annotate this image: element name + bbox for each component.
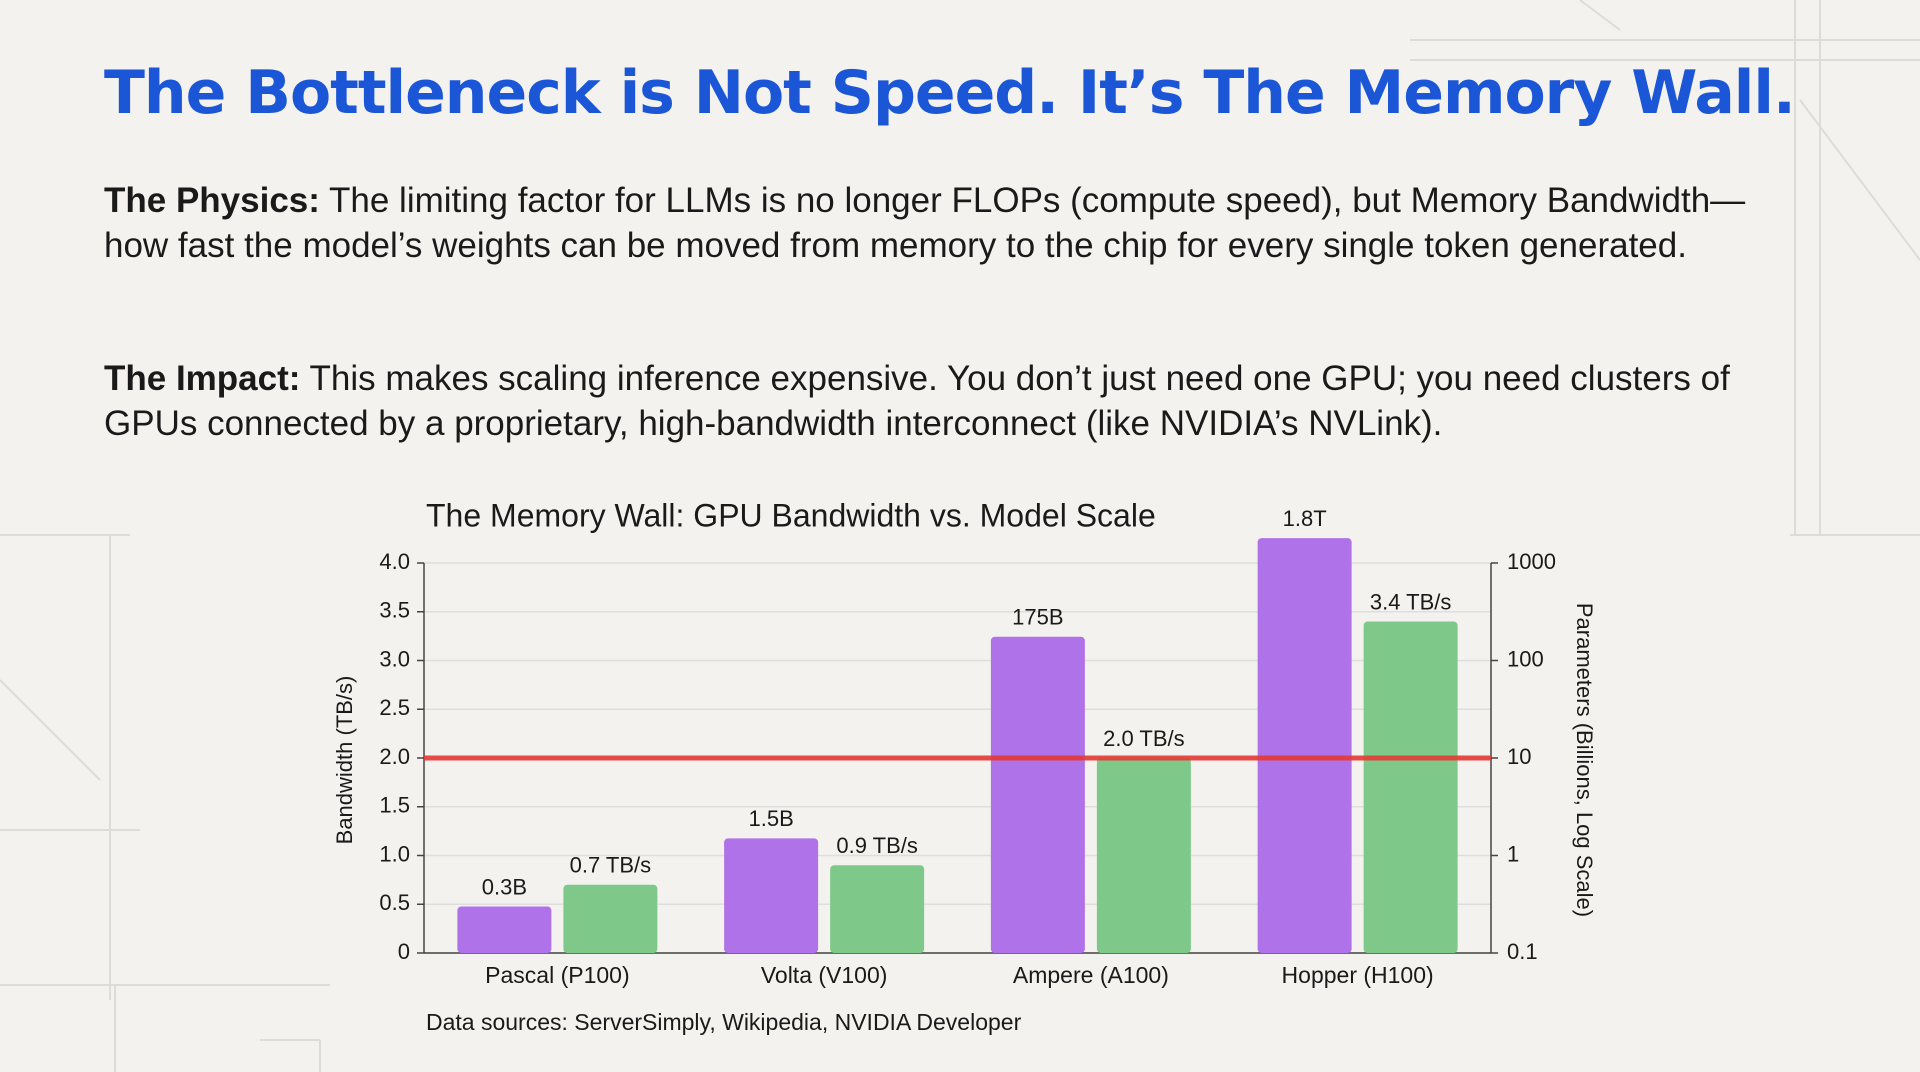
paragraph-lead: The Physics: bbox=[104, 181, 320, 220]
source-note: Data sources: ServerSimply, Wikipedia, N… bbox=[426, 1009, 1022, 1035]
chart-title: The Memory Wall: GPU Bandwidth vs. Model… bbox=[426, 497, 1156, 533]
value-label: 2.0 TB/s bbox=[1103, 726, 1185, 751]
y2-tick-label: 0.1 bbox=[1507, 939, 1538, 964]
x-tick-label: Hopper (H100) bbox=[1282, 962, 1434, 988]
x-tick-label: Volta (V100) bbox=[761, 962, 888, 988]
bar bbox=[563, 884, 658, 953]
paragraph-text: This makes scaling inference expensive. … bbox=[104, 359, 1730, 443]
bar bbox=[1257, 538, 1352, 953]
y-tick-label: 4.0 bbox=[379, 549, 410, 574]
y-tick-label: 1.5 bbox=[379, 793, 410, 818]
y-tick-label: 1.0 bbox=[379, 841, 410, 866]
y-tick-label: 0 bbox=[398, 939, 410, 964]
y-axis-label: Bandwidth (TB/s) bbox=[332, 676, 357, 845]
value-label: 175B bbox=[1012, 605, 1063, 630]
value-label: 1.5B bbox=[748, 806, 793, 831]
y-tick-label: 3.5 bbox=[379, 598, 410, 623]
bar bbox=[724, 838, 819, 953]
x-tick-label: Pascal (P100) bbox=[485, 962, 629, 988]
y2-tick-label: 10 bbox=[1507, 744, 1531, 769]
paragraph-text: The limiting factor for LLMs is no longe… bbox=[104, 181, 1746, 265]
y2-tick-label: 1000 bbox=[1507, 549, 1556, 574]
paragraph-lead: The Impact: bbox=[104, 359, 301, 398]
value-label: 1.8T bbox=[1283, 506, 1327, 531]
y2-axis-label: Parameters (Billions, Log Scale) bbox=[1572, 603, 1597, 917]
bar bbox=[830, 865, 925, 953]
paragraph: The Impact: This makes scaling inference… bbox=[104, 356, 1804, 446]
slide-title: The Bottleneck is Not Speed. It’s The Me… bbox=[104, 58, 1796, 128]
y-tick-label: 2.5 bbox=[379, 695, 410, 720]
bar bbox=[457, 906, 552, 953]
bar bbox=[1096, 758, 1191, 953]
value-label: 3.4 TB/s bbox=[1370, 589, 1452, 614]
y-tick-label: 0.5 bbox=[379, 890, 410, 915]
y2-tick-label: 100 bbox=[1507, 646, 1544, 671]
value-label: 0.7 TB/s bbox=[570, 853, 652, 878]
y-tick-label: 2.0 bbox=[379, 744, 410, 769]
value-label: 0.9 TB/s bbox=[836, 833, 918, 858]
bar bbox=[1363, 621, 1458, 953]
x-tick-label: Ampere (A100) bbox=[1013, 962, 1169, 988]
paragraph: The Physics: The limiting factor for LLM… bbox=[104, 178, 1804, 268]
value-label: 0.3B bbox=[482, 874, 527, 899]
bar bbox=[990, 636, 1085, 953]
y2-tick-label: 1 bbox=[1507, 841, 1519, 866]
y-tick-label: 3.0 bbox=[379, 646, 410, 671]
